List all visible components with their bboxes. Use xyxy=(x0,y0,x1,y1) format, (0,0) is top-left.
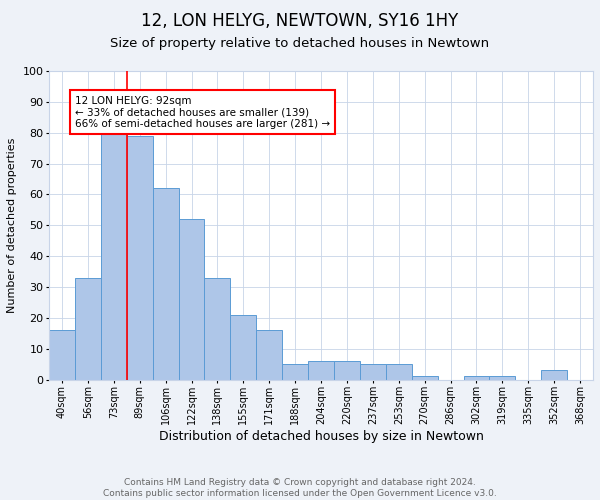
Bar xyxy=(179,219,205,380)
Bar xyxy=(464,376,490,380)
Bar xyxy=(541,370,567,380)
Bar xyxy=(75,278,101,380)
Bar xyxy=(334,361,360,380)
Text: Contains HM Land Registry data © Crown copyright and database right 2024.
Contai: Contains HM Land Registry data © Crown c… xyxy=(103,478,497,498)
Bar xyxy=(256,330,282,380)
Text: 12, LON HELYG, NEWTOWN, SY16 1HY: 12, LON HELYG, NEWTOWN, SY16 1HY xyxy=(142,12,458,30)
Bar xyxy=(230,315,256,380)
Bar xyxy=(127,136,152,380)
X-axis label: Distribution of detached houses by size in Newtown: Distribution of detached houses by size … xyxy=(158,430,484,443)
Bar xyxy=(205,278,230,380)
Bar xyxy=(360,364,386,380)
Bar xyxy=(386,364,412,380)
Text: Size of property relative to detached houses in Newtown: Size of property relative to detached ho… xyxy=(110,38,490,51)
Bar xyxy=(412,376,437,380)
Bar xyxy=(490,376,515,380)
Bar xyxy=(282,364,308,380)
Y-axis label: Number of detached properties: Number of detached properties xyxy=(7,138,17,313)
Bar xyxy=(308,361,334,380)
Bar xyxy=(49,330,75,380)
Bar xyxy=(101,132,127,380)
Text: 12 LON HELYG: 92sqm
← 33% of detached houses are smaller (139)
66% of semi-detac: 12 LON HELYG: 92sqm ← 33% of detached ho… xyxy=(75,96,330,129)
Bar xyxy=(152,188,179,380)
